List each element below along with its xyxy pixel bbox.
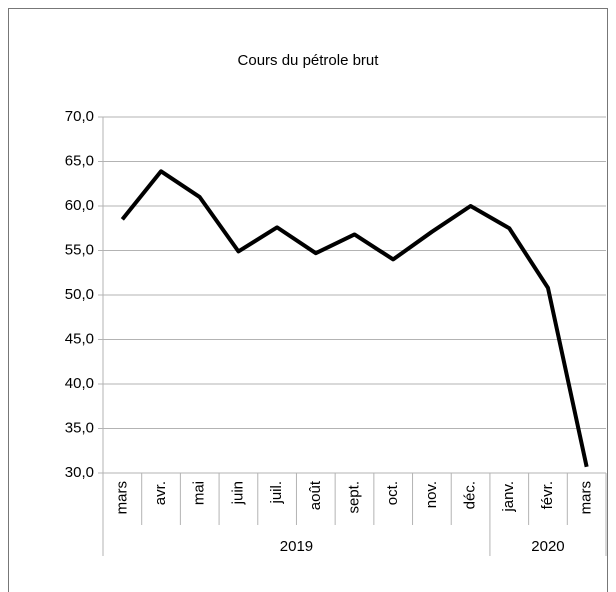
y-tick-label: 35,0 bbox=[65, 419, 94, 436]
x-tick-label: juin bbox=[229, 481, 246, 505]
x-tick-label: mars bbox=[578, 481, 595, 514]
x-tick-label: juil. bbox=[268, 481, 285, 505]
y-tick-label: 65,0 bbox=[65, 152, 94, 169]
x-tick-label: déc. bbox=[462, 481, 479, 509]
chart-title: Cours du pétrole brut bbox=[238, 52, 380, 69]
y-tick-label: 55,0 bbox=[65, 241, 94, 258]
group-label: 2020 bbox=[531, 538, 564, 555]
x-tick-label: févr. bbox=[539, 481, 556, 509]
y-tick-label: 45,0 bbox=[65, 330, 94, 347]
x-tick-label: mai bbox=[191, 481, 208, 505]
line-series bbox=[120, 169, 589, 468]
group-label: 2019 bbox=[280, 538, 313, 555]
x-tick-label: nov. bbox=[423, 481, 440, 508]
y-tick-label: 60,0 bbox=[65, 197, 94, 214]
y-tick-label: 30,0 bbox=[65, 464, 94, 481]
x-tick-label: sept. bbox=[345, 481, 362, 514]
y-tick-label: 50,0 bbox=[65, 286, 94, 303]
x-tick-label: avr. bbox=[152, 481, 169, 505]
x-tick-label: oct. bbox=[384, 481, 401, 505]
chart-border bbox=[8, 8, 608, 592]
x-tick-label: août bbox=[307, 480, 324, 510]
y-tick-label: 40,0 bbox=[65, 375, 94, 392]
x-tick-label: mars bbox=[113, 481, 130, 514]
y-tick-label: 70,0 bbox=[65, 108, 94, 125]
x-tick-label: janv. bbox=[500, 481, 517, 513]
